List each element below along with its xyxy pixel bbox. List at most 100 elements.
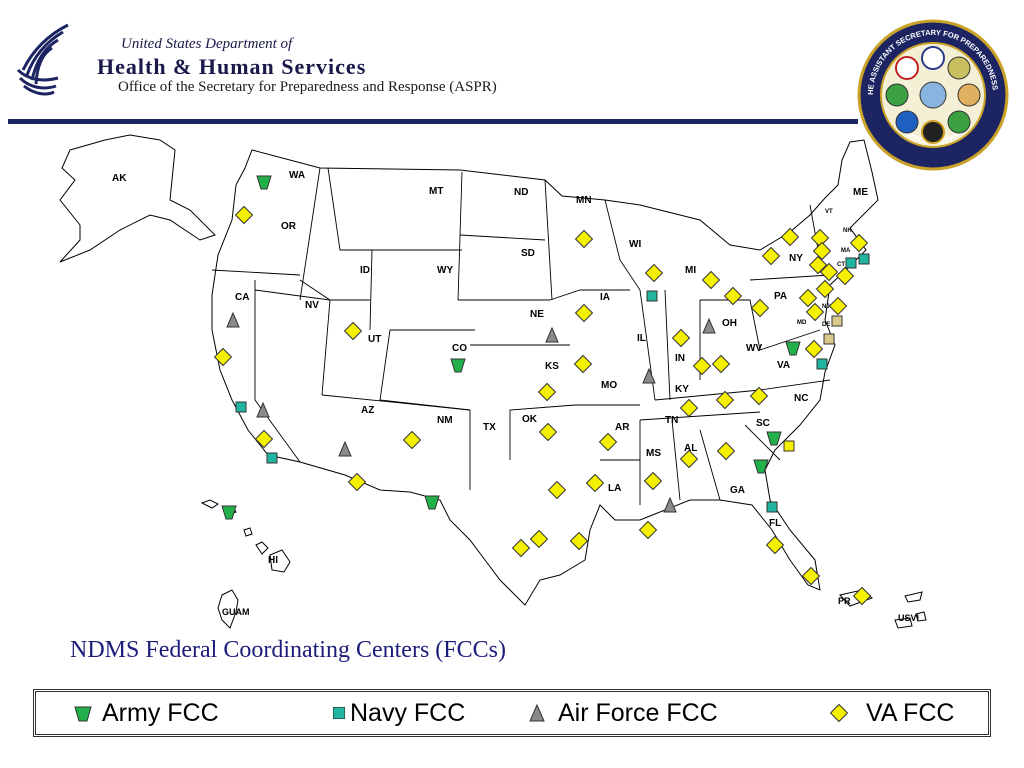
state-label-ga: GA <box>730 485 745 496</box>
va-fcc-marker <box>798 288 818 308</box>
army-fcc-marker <box>450 358 466 373</box>
hhs-eagle-logo <box>16 23 69 96</box>
state-label-id: ID <box>360 265 370 276</box>
va-fcc-marker <box>569 531 589 551</box>
navy-square-icon <box>332 706 346 720</box>
va-fcc-marker <box>780 227 800 247</box>
state-label-ca: CA <box>235 292 249 303</box>
navy-fcc-marker <box>831 315 843 327</box>
va-fcc-marker <box>529 529 549 549</box>
state-label-az: AZ <box>361 405 374 416</box>
va-fcc-markers <box>213 205 872 606</box>
state-label-usvi: USVI <box>898 613 919 623</box>
legend-item-airforce: Air Force FCC <box>526 692 718 734</box>
header-divider <box>8 119 858 124</box>
airforce-fcc-marker <box>545 326 559 343</box>
state-label-ky: KY <box>675 384 689 395</box>
state-label-mo: MO <box>601 380 617 391</box>
state-label-hi: HI <box>268 555 278 566</box>
legend-label-va: VA FCC <box>866 698 955 727</box>
army-fcc-markers <box>221 175 801 520</box>
va-fcc-marker <box>585 473 605 493</box>
state-labels: AK WA MT ND MN ME VT NH MA OR ID WY SD W… <box>112 170 919 623</box>
state-label-fl: FL <box>769 518 781 529</box>
va-fcc-marker <box>805 302 825 322</box>
va-fcc-marker <box>692 356 712 376</box>
state-label-sd: SD <box>521 248 535 259</box>
va-fcc-marker <box>511 538 531 558</box>
state-label-tx: TX <box>483 422 496 433</box>
va-fcc-marker <box>750 298 770 318</box>
aspr-seal-logo: OFFICE OF THE ASSISTANT SECRETARY FOR PR… <box>856 18 1009 171</box>
state-label-nm: NM <box>437 415 453 426</box>
navy-fcc-marker <box>646 290 658 302</box>
va-fcc-marker <box>808 255 828 275</box>
state-label-nv: NV <box>305 300 319 311</box>
state-label-mi: MI <box>685 265 696 276</box>
map-caption: NDMS Federal Coordinating Centers (FCCs) <box>70 637 506 663</box>
va-fcc-marker <box>254 429 274 449</box>
state-label-wv: WV <box>746 343 762 354</box>
va-fcc-marker <box>810 228 830 248</box>
va-fcc-marker <box>701 270 721 290</box>
state-label-co: CO <box>452 343 467 354</box>
va-fcc-marker <box>819 262 839 282</box>
state-label-sc: SC <box>756 418 770 429</box>
state-label-il: IL <box>637 333 646 344</box>
state-label-va: VA <box>777 360 790 371</box>
va-fcc-marker <box>711 354 731 374</box>
state-label-mn: MN <box>576 195 592 206</box>
va-fcc-marker <box>723 286 743 306</box>
state-label-ia: IA <box>600 292 610 303</box>
va-fcc-marker <box>749 386 769 406</box>
state-label-ut: UT <box>368 334 381 345</box>
va-fcc-marker <box>574 303 594 323</box>
army-fcc-marker <box>785 341 801 356</box>
va-fcc-marker <box>644 263 664 283</box>
va-fcc-marker <box>574 229 594 249</box>
state-label-tn: TN <box>665 415 678 426</box>
va-fcc-marker <box>812 241 832 261</box>
state-label-wy: WY <box>437 265 453 276</box>
state-label-oh: OH <box>722 318 737 329</box>
va-fcc-marker <box>347 472 367 492</box>
va-fcc-marker <box>679 449 699 469</box>
va-fcc-marker <box>537 382 557 402</box>
legend: Army FCC Navy FCC Air Force FCC VA FCC <box>33 689 991 737</box>
airforce-fcc-marker <box>702 317 716 334</box>
va-fcc-marker <box>343 321 363 341</box>
state-label-me: ME <box>853 187 868 198</box>
state-label-ak: AK <box>112 173 127 184</box>
army-fcc-marker <box>424 495 440 510</box>
navy-fcc-marker <box>845 257 857 269</box>
seal-emblems <box>885 46 981 144</box>
navy-fcc-marker <box>266 452 278 464</box>
legend-label-airforce: Air Force FCC <box>558 698 718 727</box>
legend-label-army: Army FCC <box>102 698 219 727</box>
va-fcc-marker <box>213 347 233 367</box>
va-diamond-icon <box>829 703 849 723</box>
state-label-ok: OK <box>522 414 538 425</box>
va-fcc-marker <box>801 566 821 586</box>
navy-fcc-marker <box>783 440 795 452</box>
legend-item-navy: Navy FCC <box>332 692 465 734</box>
va-fcc-marker <box>402 430 422 450</box>
navy-fcc-markers <box>235 253 870 513</box>
va-fcc-marker <box>538 422 558 442</box>
state-outlines <box>59 134 927 629</box>
state-label-pa: PA <box>774 291 787 302</box>
airforce-fcc-marker <box>642 367 656 384</box>
army-fcc-marker <box>766 431 782 446</box>
navy-fcc-marker <box>816 358 828 370</box>
airforce-fcc-marker <box>663 496 677 513</box>
va-fcc-marker <box>638 520 658 540</box>
navy-fcc-marker <box>235 401 247 413</box>
va-fcc-marker <box>679 398 699 418</box>
office-subtitle: Office of the Secretary for Preparedness… <box>118 79 497 95</box>
state-label-md: MD <box>797 320 807 326</box>
state-label-de: DE <box>822 322 830 328</box>
va-fcc-marker <box>835 266 855 286</box>
va-fcc-marker <box>671 328 691 348</box>
us-map: AK WA MT ND MN ME VT NH MA OR ID WY SD W… <box>59 134 927 629</box>
army-fcc-marker <box>221 505 237 520</box>
